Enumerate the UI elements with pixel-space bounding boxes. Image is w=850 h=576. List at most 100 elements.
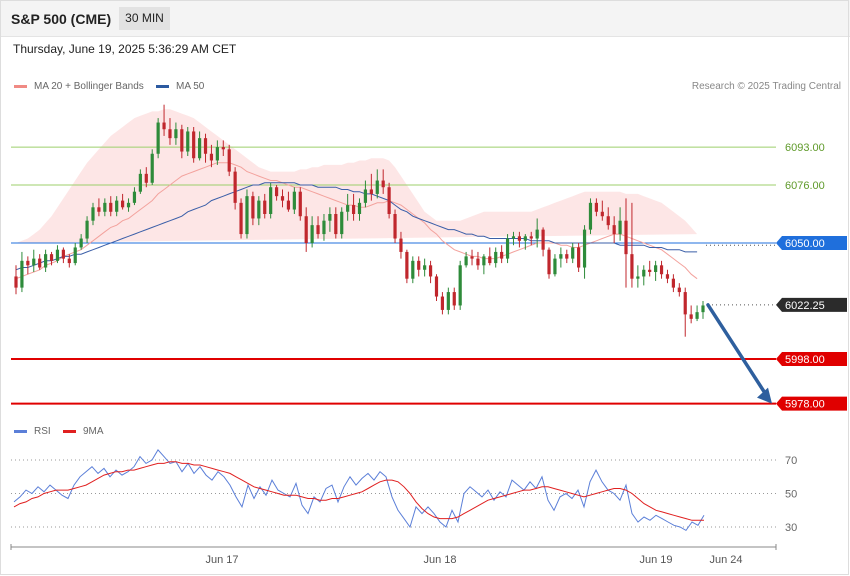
candle-body: [138, 173, 142, 192]
candle-body: [535, 229, 539, 239]
candle-body: [61, 249, 65, 259]
candle: [636, 265, 640, 288]
candle: [648, 260, 652, 277]
candle-body: [186, 131, 190, 152]
candle: [269, 182, 273, 219]
candle: [197, 131, 202, 161]
candle: [67, 254, 71, 268]
candle: [695, 305, 699, 322]
rsi-tick-70: 70: [785, 455, 797, 467]
candle-body: [55, 249, 60, 261]
candle-body: [482, 256, 486, 266]
candle: [630, 202, 634, 288]
timestamp: Thursday, June 19, 2025 5:36:29 AM CET: [13, 42, 237, 56]
candle-body: [132, 191, 137, 203]
candle: [55, 245, 60, 264]
candle-body: [109, 202, 113, 212]
candle-body: [470, 256, 474, 259]
candle: [470, 249, 474, 266]
price-label-bg: [776, 352, 847, 366]
candle: [79, 234, 83, 250]
candle: [387, 182, 391, 219]
candle: [553, 254, 557, 277]
instrument-title: S&P 500 (CME): [11, 11, 112, 27]
candle: [411, 256, 415, 284]
candle: [464, 251, 468, 268]
candle-body: [245, 196, 249, 235]
candle-body: [677, 287, 681, 293]
candle: [440, 292, 445, 315]
price-label-text: 6022.25: [785, 300, 825, 312]
candle-body: [346, 205, 350, 212]
candle-body: [180, 129, 184, 152]
candle: [85, 216, 89, 243]
candle: [577, 243, 581, 272]
forecast-arrow-head: [757, 387, 772, 404]
candle: [304, 207, 308, 252]
candle: [701, 301, 705, 319]
candle: [677, 283, 681, 297]
candle: [500, 245, 504, 264]
candle: [251, 191, 255, 226]
candle-body: [14, 276, 18, 288]
candle: [363, 180, 368, 208]
candle-body: [428, 265, 433, 277]
candle: [298, 187, 302, 221]
candle: [162, 104, 166, 136]
candle-body: [523, 236, 527, 241]
candle: [559, 247, 563, 268]
candle-body: [192, 131, 196, 159]
candle: [671, 274, 675, 293]
candle: [393, 209, 397, 243]
candle-body: [85, 220, 89, 239]
candle: [245, 189, 249, 239]
candle: [73, 243, 77, 266]
x-tick-label: Jun 17: [205, 554, 238, 566]
candle-body: [44, 254, 48, 268]
candle: [505, 234, 510, 264]
candle-body: [38, 258, 42, 268]
candle-body: [624, 220, 628, 255]
candle: [624, 198, 628, 288]
price-label-text: 6050.00: [785, 238, 825, 250]
candle-body: [286, 200, 291, 210]
candle-body: [280, 196, 285, 201]
candle: [428, 260, 433, 284]
candle-body: [464, 256, 468, 266]
candle: [654, 260, 658, 281]
candle-body: [375, 180, 379, 194]
candle-body: [227, 149, 231, 172]
forecast-arrow-shaft: [706, 303, 768, 397]
candle: [186, 127, 190, 156]
candle-body: [636, 276, 640, 279]
candle-body: [517, 236, 522, 241]
candle: [476, 251, 480, 270]
candle: [417, 256, 421, 277]
candle: [659, 260, 664, 279]
candle-body: [203, 138, 208, 154]
candle: [156, 118, 160, 159]
candle: [340, 207, 344, 239]
candle: [115, 196, 119, 217]
legend-ma50-label: MA 50: [176, 81, 205, 92]
candle-body: [32, 258, 36, 266]
candle-body: [577, 247, 581, 268]
candle: [91, 202, 95, 226]
timeframe-selector[interactable]: 30 MIN: [119, 7, 170, 30]
candle-body: [440, 296, 445, 310]
candle-body: [269, 187, 273, 214]
candle-body: [529, 236, 533, 239]
candle-body: [500, 251, 504, 259]
candle: [14, 265, 18, 295]
candle: [375, 169, 379, 199]
candle-body: [49, 254, 54, 261]
candle: [280, 189, 285, 208]
candle-body: [452, 292, 456, 306]
candle-body: [393, 214, 397, 239]
candle-body: [565, 254, 569, 259]
legend-ma20-label: MA 20 + Bollinger Bands: [34, 81, 144, 92]
candle: [32, 249, 36, 272]
rsi-series-9ma: [13, 461, 704, 521]
candle: [109, 196, 113, 217]
